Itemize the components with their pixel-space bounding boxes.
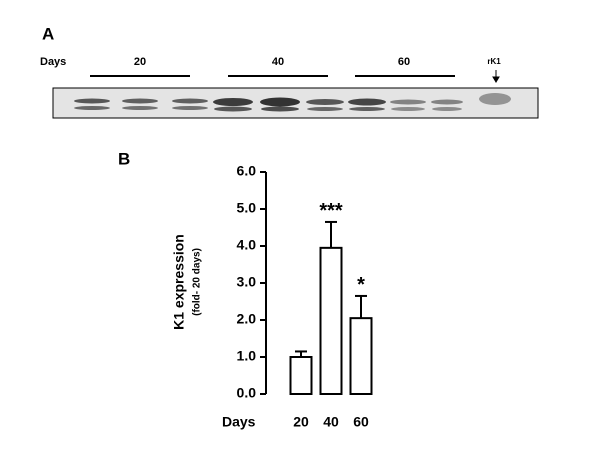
- y-axis-subtitle: (fold- 20 days): [192, 248, 203, 316]
- group-label: 40: [272, 56, 284, 68]
- x-tick-label: 20: [293, 414, 309, 430]
- bar: [349, 317, 373, 395]
- panel-label: B: [118, 149, 130, 168]
- y-tick-label: 6.0: [237, 163, 257, 179]
- x-tick-label: 40: [323, 414, 339, 430]
- y-tick-label: 0.0: [237, 385, 257, 401]
- blot-bands: [74, 93, 511, 112]
- x-tick-label: 60: [353, 414, 369, 430]
- days-label: Days: [40, 56, 66, 68]
- group-label: 60: [398, 56, 410, 68]
- x-axis-title: Days: [222, 414, 256, 430]
- y-tick-label: 4.0: [237, 237, 257, 253]
- standard-label: rK1: [487, 57, 501, 66]
- significance: *: [357, 274, 365, 296]
- blot-layout: [52, 70, 539, 119]
- bar: [289, 356, 313, 395]
- y-tick-label: 2.0: [237, 311, 257, 327]
- y-tick-label: 5.0: [237, 200, 257, 216]
- bar: [319, 246, 343, 395]
- group-label: 20: [134, 56, 146, 68]
- y-tick-label: 1.0: [237, 348, 257, 364]
- y-tick-label: 3.0: [237, 274, 257, 290]
- significance: ***: [319, 200, 343, 222]
- y-axis-title: K1 expression: [171, 234, 187, 330]
- panel-label: A: [42, 24, 54, 43]
